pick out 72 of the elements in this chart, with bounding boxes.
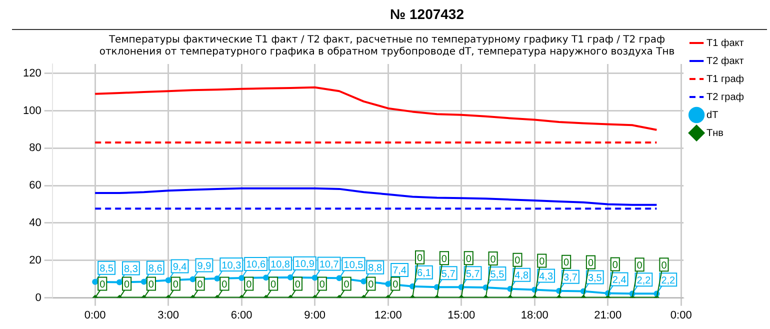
legend-label: Т2 факт [706, 56, 744, 67]
data-label: 5,5 [490, 269, 505, 280]
data-label: 8,5 [100, 264, 114, 275]
data-label: 0 [392, 280, 399, 291]
legend-label: Т2 граф [706, 92, 744, 103]
data-label: 10,8 [270, 259, 290, 270]
x-tick-label: 12:00 [374, 309, 402, 322]
y-tick-label: 100 [22, 104, 42, 117]
data-label: 0 [344, 280, 350, 291]
data-label: 8,8 [368, 263, 383, 274]
data-label: 9,4 [172, 262, 188, 273]
data-label: 8,6 [148, 263, 163, 274]
data-label: 0 [294, 280, 301, 291]
legend-label: Т1 факт [706, 38, 744, 49]
data-label: 0 [319, 280, 326, 291]
data-label: 0 [172, 280, 179, 291]
data-label: 2,2 [661, 275, 676, 286]
data-label: 4,8 [514, 270, 530, 282]
data-label: 10,3 [222, 260, 242, 272]
data-label: 0 [539, 256, 546, 268]
data-label: 0 [368, 280, 374, 291]
legend-label: dT [706, 110, 718, 121]
data-label: 9,9 [197, 261, 212, 272]
data-label: 10,7 [319, 260, 340, 271]
x-tick-label: 9:00 [304, 309, 326, 322]
data-label: 0 [612, 260, 618, 272]
data-label: 0 [490, 254, 496, 266]
x-tick-label: 18:00 [520, 309, 548, 322]
data-label: 4,3 [539, 272, 554, 283]
data-label: 2,4 [612, 275, 627, 286]
x-tick-label: 21:00 [594, 309, 622, 322]
data-label: 5,7 [441, 268, 456, 280]
y-tick-label: 40 [29, 217, 42, 230]
data-label: 10,6 [246, 260, 266, 271]
chart-title: Температуры фактические Т1 факт / Т2 факт, расчетные по температурному графику Т1 граф / Т2 граф отклонения от температурного графика в обратном трубопроводе dT, температура наружного воздуха Тнв [99, 34, 675, 58]
legend-label: Т1 граф [706, 74, 744, 85]
legend-label: Тнв [706, 128, 724, 139]
data-label: 8,3 [124, 264, 138, 276]
data-label: 0 [514, 256, 521, 267]
x-tick-label: 0:00 [670, 309, 692, 322]
data-label: 0 [124, 280, 130, 291]
data-label: 0 [588, 258, 594, 270]
y-tick-label: 80 [29, 142, 42, 154]
y-tick-label: 120 [22, 67, 42, 80]
data-label: 6,1 [417, 268, 432, 280]
data-label: 0 [246, 280, 252, 291]
data-label: 0 [100, 280, 106, 291]
data-label: 0 [270, 280, 277, 291]
y-tick-label: 0 [35, 292, 42, 304]
y-tick-label: 20 [29, 254, 42, 266]
data-label: 0 [197, 280, 204, 291]
data-label: 3,7 [564, 272, 578, 284]
data-label: 0 [222, 280, 228, 291]
text: № 1207432 [390, 6, 464, 22]
data-label: 5,7 [466, 268, 480, 280]
x-tick-label: 0:00 [84, 309, 106, 322]
data-label: 10,5 [344, 260, 364, 271]
data-label: 7,4 [392, 266, 407, 277]
x-tick-label: 3:00 [158, 309, 180, 322]
data-label: 0 [148, 280, 154, 291]
data-label: 0 [466, 254, 472, 265]
data-label: 0 [661, 260, 668, 272]
data-label: 0 [441, 254, 448, 265]
data-label: 0 [636, 260, 643, 272]
data-label: 3,5 [588, 273, 602, 284]
data-label: 0 [417, 253, 424, 264]
x-tick-label: 6:00 [230, 309, 252, 322]
data-label: 2,2 [636, 275, 652, 286]
x-tick-label: 15:00 [448, 309, 476, 322]
data-label: 0 [564, 258, 570, 269]
data-label: 10,9 [294, 259, 315, 270]
y-tick-label: 60 [29, 180, 42, 192]
